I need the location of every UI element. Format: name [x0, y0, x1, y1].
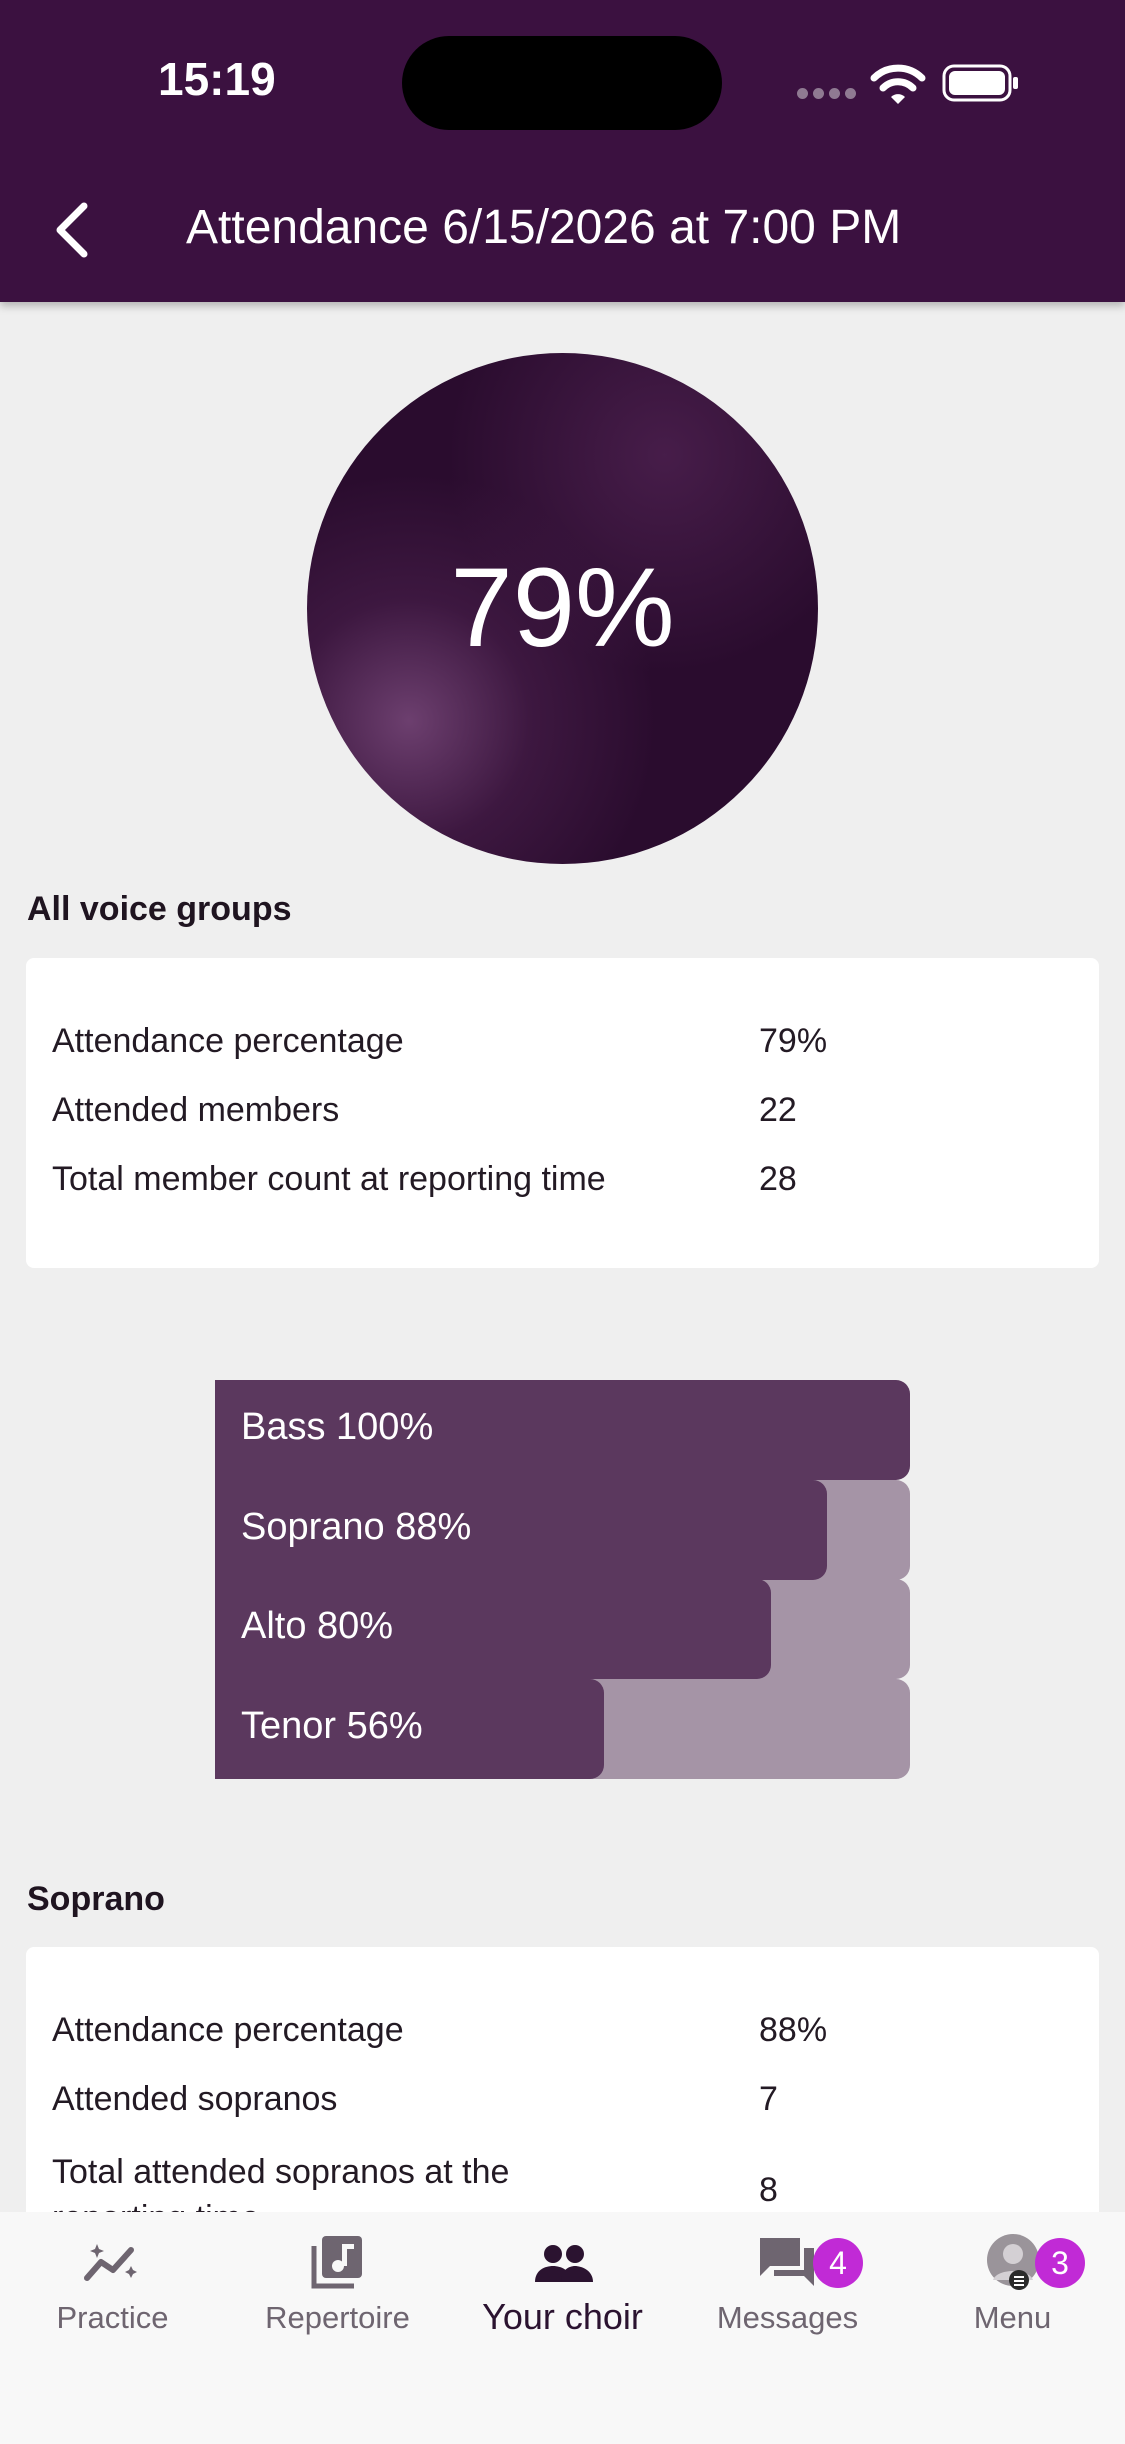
stat-value: 7 [759, 2080, 778, 2118]
stat-value: 22 [759, 1091, 797, 1129]
bar-row-alto: Alto 80% [215, 1579, 910, 1679]
bar-row-bass: Bass 100% [215, 1380, 910, 1480]
stat-value: 88% [759, 2011, 828, 2049]
stat-value: 79% [759, 1022, 828, 1060]
tab-label: Messages [716, 2300, 859, 2335]
wifi-icon [870, 64, 926, 104]
bar-bass [215, 1380, 910, 1480]
section-title-soprano: Soprano [27, 1880, 165, 1918]
section-title-all-groups: All voice groups [27, 890, 292, 928]
bar-tenor [215, 1678, 605, 1779]
stat-label: Total member count at reporting time [52, 1160, 606, 1198]
attendance-summary-value: 79% [450, 545, 675, 670]
repertoire-music-icon [311, 2236, 362, 2289]
menu-badge: 3 [1035, 2238, 1085, 2288]
tab-your-choir[interactable]: Your choir [450, 2212, 675, 2372]
bar-row-tenor: Tenor 56% [215, 1678, 910, 1779]
bottom-tab-bar: Practice Repertoire Your choir 4 Message… [0, 2212, 1125, 2444]
stat-label-line: Total attended sopranos at the [52, 2153, 510, 2191]
back-button[interactable] [48, 196, 98, 266]
voice-group-bar-chart: Tenor 56% Alto 80% Soprano 88% Bass 100% [215, 1380, 910, 1779]
tab-label: Menu [973, 2300, 1052, 2335]
avatar-menu-icon [986, 2234, 1039, 2290]
messages-icon [759, 2238, 814, 2286]
status-time: 15:19 [158, 53, 276, 105]
tab-messages[interactable]: 4 Messages [675, 2212, 900, 2372]
bar-alto [215, 1579, 771, 1679]
stat-value: 28 [759, 1160, 797, 1198]
all-groups-card: Attendance percentage 79% Attended membe… [26, 958, 1099, 1268]
bar-label: Soprano 88% [241, 1505, 472, 1548]
tab-label: Repertoire [265, 2300, 410, 2335]
messages-badge: 4 [813, 2238, 863, 2288]
bar-row-soprano: Soprano 88% [215, 1479, 910, 1580]
choir-people-icon [534, 2245, 593, 2282]
stat-value: 8 [759, 2171, 778, 2209]
stat-label: Attended sopranos [52, 2080, 338, 2118]
page-title: Attendance 6/15/2026 at 7:00 PM [186, 201, 902, 254]
bar-label: Alto 80% [241, 1605, 394, 1647]
attendance-summary-circle: 79% [307, 353, 818, 864]
bar-soprano [215, 1479, 827, 1580]
tab-repertoire[interactable]: Repertoire [225, 2212, 450, 2372]
bar-label: Tenor 56% [241, 1704, 423, 1747]
tab-label: Practice [56, 2300, 169, 2335]
stat-label: Attendance percentage [52, 2011, 404, 2049]
tab-practice[interactable]: Practice [0, 2212, 225, 2372]
app-header: 15:19 Attendance 6/15/2026 at 7:00 PM [0, 0, 1125, 302]
stat-label: Attended members [52, 1091, 340, 1129]
battery-icon [942, 64, 1018, 102]
bar-label: Bass 100% [241, 1406, 434, 1448]
dynamic-island [402, 36, 722, 130]
stat-label: Attendance percentage [52, 1022, 404, 1060]
cellular-signal-icon [797, 88, 856, 100]
tab-label: Your choir [482, 2296, 643, 2337]
tab-menu[interactable]: 3 Menu [900, 2212, 1125, 2372]
practice-sparkline-icon [83, 2244, 137, 2281]
